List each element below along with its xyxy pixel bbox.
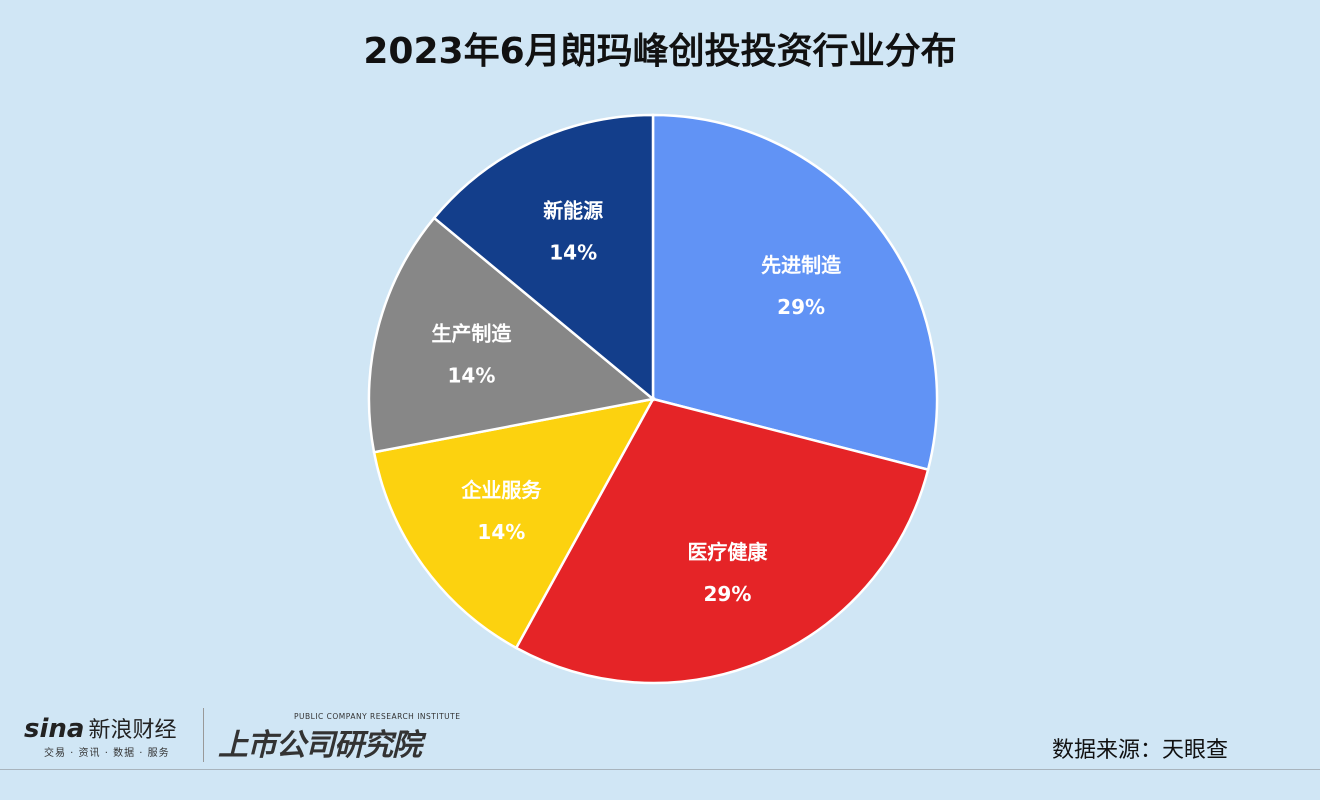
slice-category-label: 新能源 (543, 198, 603, 222)
slice-category-label: 企业服务 (460, 478, 542, 502)
pie-slice-4 (432, 113, 655, 402)
data-source: 数据来源：天眼查 (1051, 738, 1228, 763)
pie-slice-1 (514, 397, 930, 685)
slice-category-label: 先进制造 (761, 253, 842, 277)
slice-percent-label: 29% (704, 582, 752, 606)
logo-divider (203, 708, 204, 762)
footer-divider (0, 769, 1320, 770)
pie-slice-0 (651, 113, 939, 472)
pie-slice-2 (372, 397, 656, 650)
slice-category-label: 医疗健康 (687, 540, 768, 564)
chart-title: 2023年6月朗玛峰创投投资行业分布 (363, 31, 957, 72)
sina-tagline: 交易 · 资讯 · 数据 · 服务 (44, 748, 170, 759)
institute-cn: 上市公司研究院 (218, 728, 422, 763)
institute-en: PUBLIC COMPANY RESEARCH INSTITUTE (294, 712, 461, 721)
sina-wordmark: sina (24, 714, 85, 744)
slice-percent-label: 14% (448, 363, 496, 387)
slice-percent-label: 14% (477, 520, 525, 544)
sina-finance-logo: sina 新浪财经 交易 · 资讯 · 数据 · 服务 (24, 712, 177, 759)
slice-percent-label: 14% (549, 240, 597, 264)
pie-slice-3 (367, 216, 656, 454)
slice-percent-label: 29% (777, 295, 825, 319)
sina-cn-name: 新浪财经 (88, 718, 177, 743)
slice-category-label: 生产制造 (431, 321, 512, 345)
